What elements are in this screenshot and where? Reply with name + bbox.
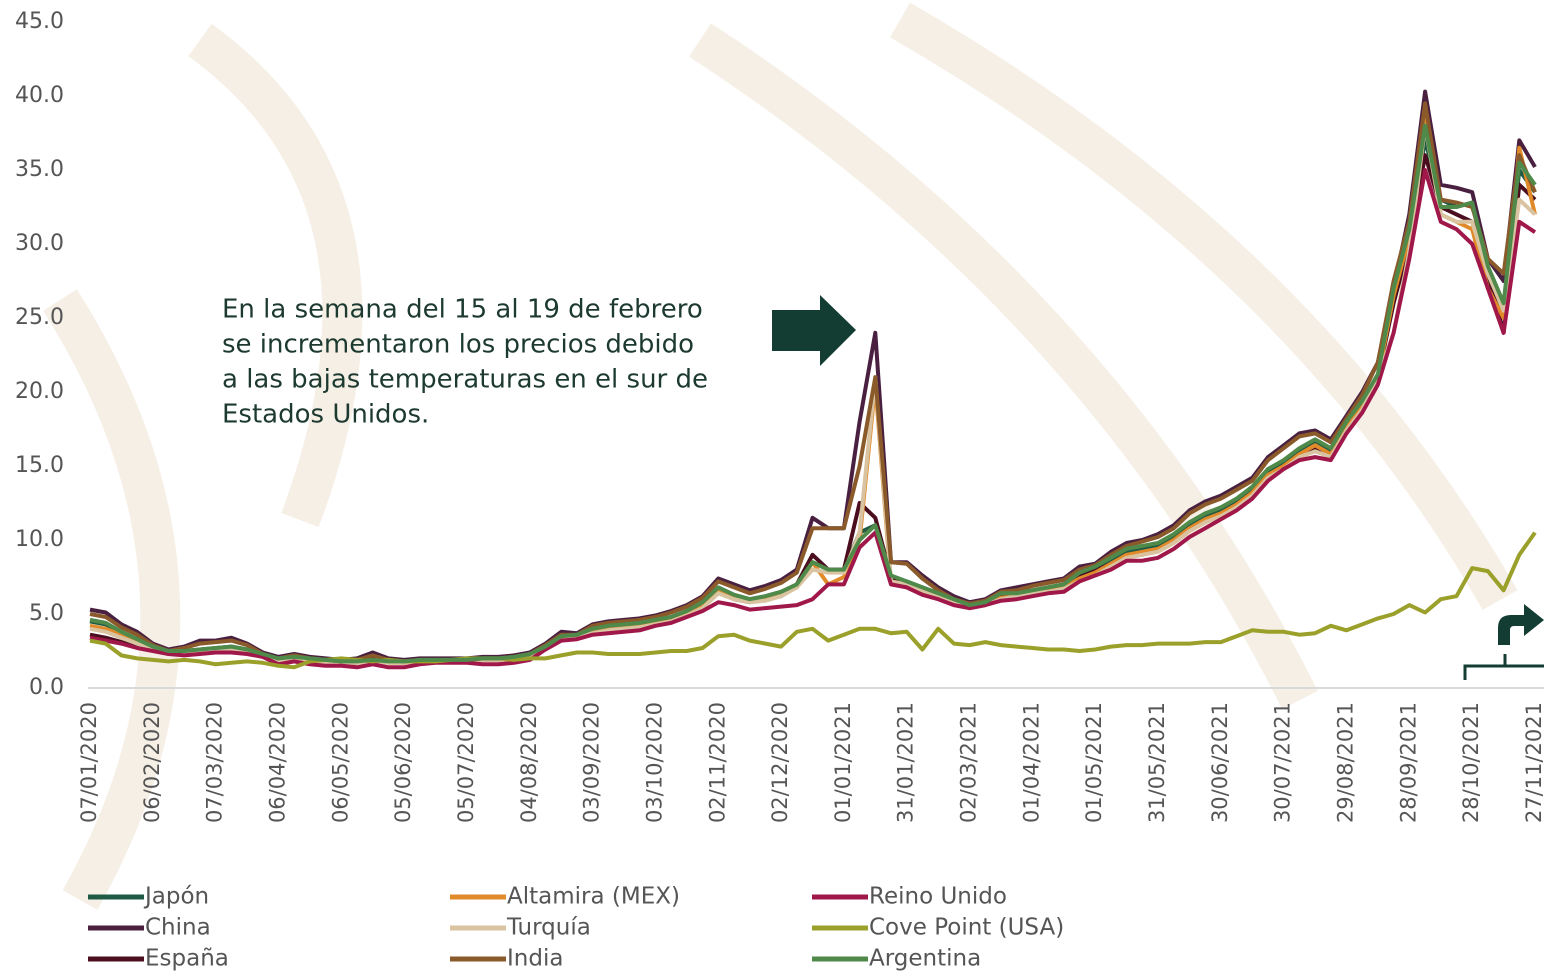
- series-line: [89, 123, 1537, 664]
- corner-arrow: [1498, 604, 1544, 645]
- x-tick-label: 30/06/2021: [1208, 702, 1232, 823]
- x-tick-label: 04/08/2020: [517, 702, 541, 823]
- y-tick-label: 5.0: [29, 601, 64, 626]
- x-tick-label: 31/01/2021: [894, 702, 918, 823]
- y-tick-label: 0.0: [29, 675, 64, 700]
- annotation-line: a las bajas temperaturas en el sur de: [222, 365, 708, 395]
- legend-label: Turquía: [506, 915, 591, 941]
- x-tick-label: 29/08/2021: [1334, 702, 1358, 823]
- legend-label: Reino Unido: [869, 884, 1007, 910]
- annotation-line: se incrementaron los precios debido: [222, 330, 694, 360]
- x-tick-label: 03/09/2020: [580, 702, 604, 823]
- x-tick-label: 27/11/2021: [1522, 702, 1544, 823]
- y-tick-label: 25.0: [15, 305, 64, 330]
- legend-label: Cove Point (USA): [869, 915, 1064, 941]
- y-tick-label: 35.0: [15, 157, 64, 182]
- x-tick-label: 05/06/2020: [391, 702, 415, 823]
- legend-label: España: [145, 946, 229, 972]
- x-tick-label: 28/10/2021: [1459, 702, 1483, 823]
- x-tick-label: 01/05/2021: [1082, 702, 1106, 823]
- x-tick-label: 02/11/2020: [705, 702, 729, 823]
- x-tick-label: 31/05/2021: [1145, 702, 1169, 823]
- watermark: [43, 2, 1518, 910]
- y-tick-label: 20.0: [15, 379, 64, 404]
- y-tick-label: 45.0: [15, 9, 64, 34]
- x-tick-label: 06/05/2020: [328, 702, 352, 823]
- legend-label: Japón: [143, 884, 209, 910]
- x-tick-label: 02/12/2020: [768, 702, 792, 823]
- x-tick-label: 07/03/2020: [203, 702, 227, 823]
- x-tick-label: 06/02/2020: [140, 702, 164, 823]
- bracket: [1463, 654, 1544, 680]
- x-tick-label: 01/01/2021: [831, 702, 855, 823]
- x-tick-label: 01/04/2021: [1019, 702, 1043, 823]
- legend-label: Altamira (MEX): [507, 884, 680, 910]
- x-tick-label: 05/07/2020: [454, 702, 478, 823]
- x-tick-label: 28/09/2021: [1396, 702, 1420, 823]
- x-tick-label: 03/10/2020: [642, 702, 666, 823]
- y-tick-label: 40.0: [15, 83, 64, 108]
- x-tick-label: 02/03/2021: [957, 702, 981, 823]
- x-tick-label: 07/01/2020: [77, 702, 101, 823]
- legend-label: India: [507, 946, 563, 972]
- annotation-line: Estados Unidos.: [222, 400, 429, 430]
- y-tick-label: 15.0: [15, 453, 64, 478]
- series-line: [89, 168, 1537, 670]
- y-tick-label: 10.0: [15, 527, 64, 552]
- annotation: En la semana del 15 al 19 de febrero se …: [222, 295, 708, 430]
- legend-label: Argentina: [869, 946, 981, 972]
- x-tick-label: 06/04/2020: [265, 702, 289, 823]
- y-tick-label: 30.0: [15, 231, 64, 256]
- annotation-arrow: [772, 295, 856, 366]
- x-tick-label: 30/07/2021: [1271, 702, 1295, 823]
- annotation-line: En la semana del 15 al 19 de febrero: [222, 295, 703, 325]
- legend-label: China: [145, 915, 211, 941]
